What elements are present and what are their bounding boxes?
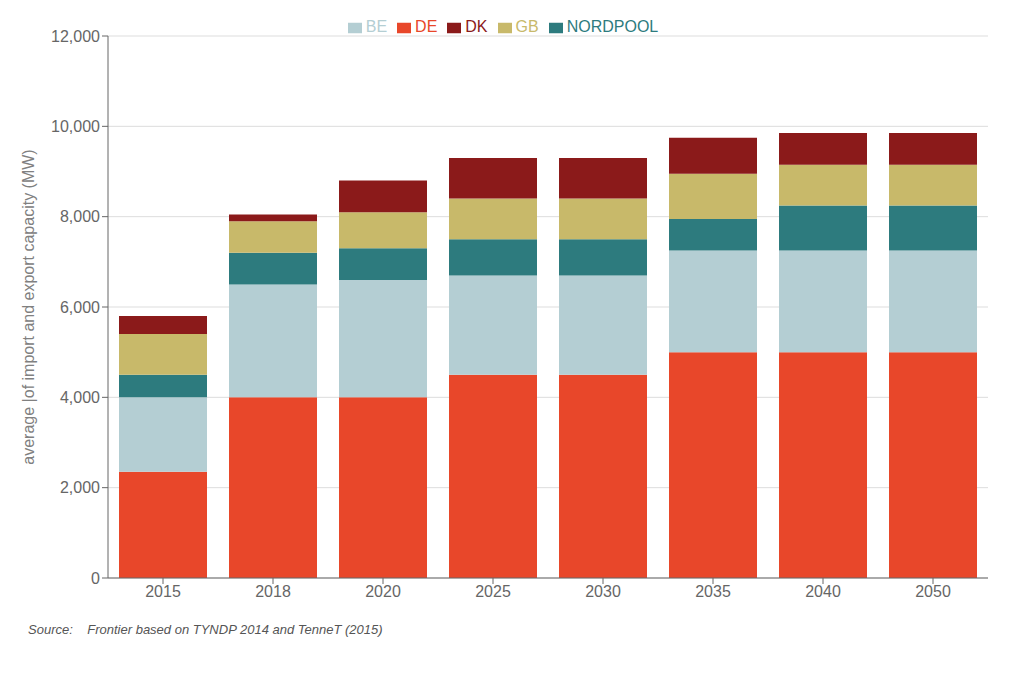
svg-text:10,000: 10,000 — [51, 118, 100, 135]
svg-text:6,000: 6,000 — [60, 299, 100, 316]
svg-text:2,000: 2,000 — [60, 479, 100, 496]
html-text:DE: DE — [415, 18, 438, 35]
svg-text:2040: 2040 — [805, 583, 841, 600]
svg-text:0: 0 — [91, 570, 100, 587]
svg-text:2035: 2035 — [695, 583, 731, 600]
svg-text:8,000: 8,000 — [60, 208, 100, 225]
svg-text:12,000: 12,000 — [51, 28, 100, 45]
svg-text:2050: 2050 — [915, 583, 951, 600]
html-text:BE: BE — [365, 18, 388, 35]
svg-text:2018: 2018 — [255, 583, 291, 600]
html-text:Source: Frontier based on TYND: Source: Frontier based on TYNDP 2014 and… — [28, 622, 383, 637]
svg-text:2020: 2020 — [365, 583, 401, 600]
html-text:DK: DK — [465, 18, 488, 35]
html-text:NORDPOOL: NORDPOOL — [566, 18, 659, 35]
svg-text:average |of import and export: average |of import and export capacity (… — [20, 149, 37, 464]
svg-text:2030: 2030 — [585, 583, 621, 600]
svg-text:4,000: 4,000 — [60, 389, 100, 406]
svg-text:2025: 2025 — [475, 583, 511, 600]
svg-text:2015: 2015 — [145, 583, 181, 600]
html-text:GB: GB — [515, 18, 539, 35]
